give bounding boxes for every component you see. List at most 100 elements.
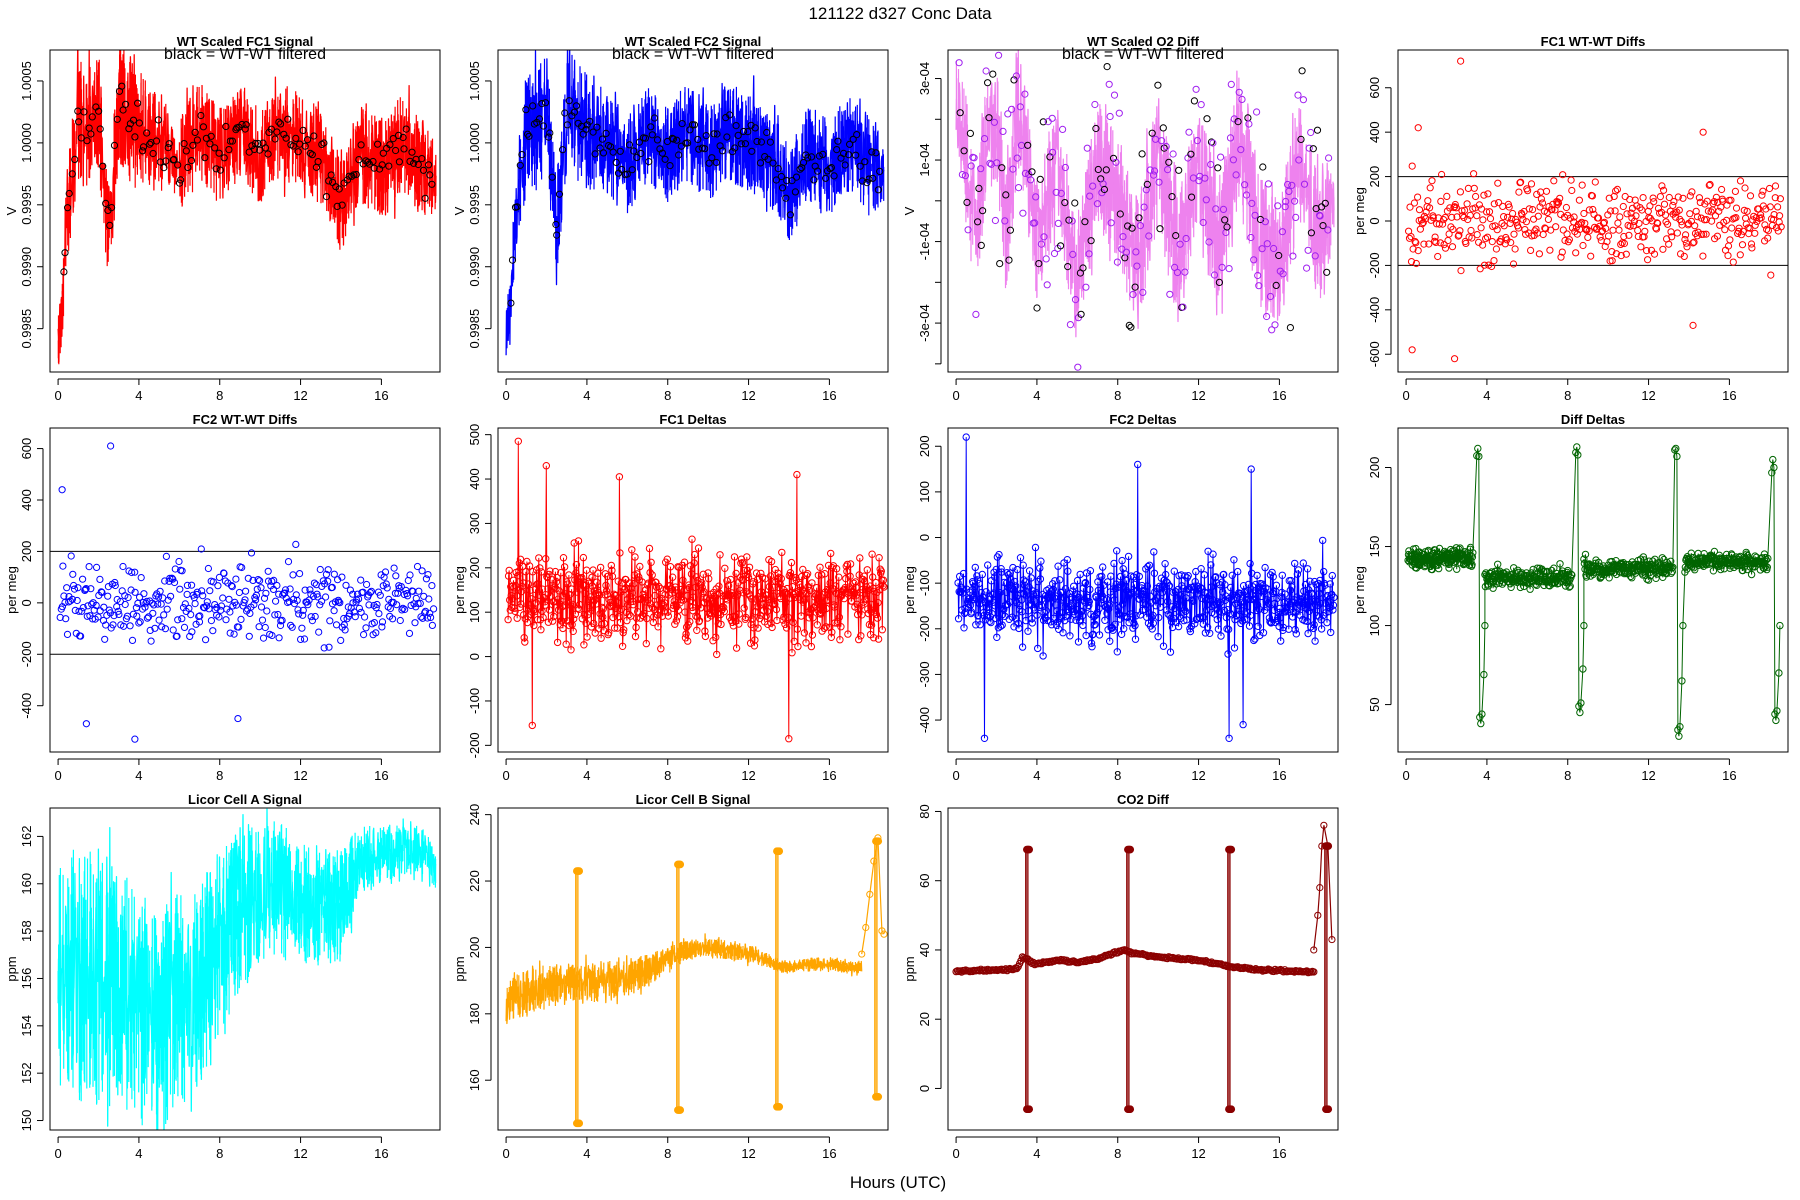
data-point: [1687, 549, 1696, 557]
data-point: [1246, 559, 1254, 568]
data-point: [1759, 187, 1767, 195]
data-point: [1136, 611, 1145, 619]
data-point: [1679, 194, 1687, 202]
y-tick-label: 200: [19, 541, 34, 563]
data-point: [1644, 256, 1652, 264]
data-point: [600, 626, 608, 635]
data-point: [1289, 252, 1297, 260]
data-point: [560, 563, 569, 571]
data-point: [1165, 158, 1173, 166]
data-point: [663, 555, 671, 563]
data-point: [1222, 592, 1230, 600]
data-point: [564, 580, 572, 588]
data-point: [1131, 635, 1140, 643]
data-point: [661, 155, 669, 163]
data-point: [261, 623, 269, 632]
data-point: [235, 588, 243, 597]
data-point: [998, 568, 1006, 576]
data-point: [1128, 224, 1136, 232]
data-point: [599, 149, 608, 157]
data-point: [1231, 600, 1240, 608]
data-point: [876, 167, 884, 175]
data-point: [1743, 550, 1751, 558]
data-point: [1533, 190, 1541, 198]
data-point: [1159, 642, 1168, 650]
plot-frame: [49, 807, 441, 1131]
data-point: [844, 630, 852, 638]
data-point: [1250, 595, 1259, 603]
data-point: [88, 600, 96, 608]
data-point: [645, 158, 653, 166]
data-point: [1263, 595, 1271, 604]
data-point: [1323, 591, 1332, 600]
data-point: [216, 166, 224, 174]
data-point: [785, 735, 793, 743]
data-point: [1272, 281, 1280, 289]
data-point: [207, 132, 215, 140]
data-point: [1736, 251, 1744, 259]
data-point: [78, 607, 86, 615]
data-point: [1438, 170, 1446, 179]
data-point: [1674, 193, 1682, 201]
data-point: [1311, 252, 1319, 260]
data-point: [579, 553, 588, 562]
data-point: [378, 618, 387, 626]
data-point: [1702, 216, 1711, 224]
data-point: [874, 599, 882, 607]
data-point: [164, 144, 172, 152]
data-point: [1770, 211, 1778, 219]
data-point: [1738, 241, 1747, 249]
x-tick-label: 4: [135, 1146, 142, 1161]
data-point: [204, 564, 212, 573]
data-point: [419, 166, 428, 174]
data-point: [999, 127, 1007, 135]
data-point: [961, 604, 969, 613]
data-point: [1491, 222, 1499, 230]
x-tick-label: 12: [741, 388, 755, 403]
data-point: [1242, 608, 1251, 616]
data-point: [326, 617, 334, 625]
data-point: [1300, 180, 1309, 188]
data-point: [880, 583, 888, 591]
data-point: [1177, 571, 1186, 579]
data-point: [529, 606, 538, 615]
data-point: [1013, 154, 1021, 162]
data-point: [393, 601, 401, 609]
data-point: [230, 630, 238, 638]
data-point: [870, 634, 878, 642]
data-point: [1653, 219, 1661, 227]
data-point: [557, 569, 565, 577]
data-point: [1281, 203, 1289, 211]
data-point: [517, 587, 526, 596]
data-point: [1182, 234, 1190, 243]
y-tick-label: -400: [19, 693, 34, 719]
data-point: [1636, 204, 1644, 212]
plot-area: [952, 821, 1336, 1114]
data-point: [539, 613, 547, 622]
data-point: [1480, 261, 1489, 269]
data-point: [1284, 598, 1293, 607]
data-point: [535, 554, 543, 562]
data-point: [513, 592, 521, 600]
data-point: [1217, 153, 1225, 161]
data-point: [1272, 581, 1281, 589]
data-point: [109, 621, 117, 629]
data-point: [1526, 585, 1534, 593]
plot-frame: [947, 807, 1339, 1131]
data-point: [630, 579, 638, 588]
data-point: [1186, 627, 1195, 636]
data-point: [672, 617, 681, 625]
data-point: [59, 562, 67, 570]
data-point: [1428, 177, 1436, 185]
data-point: [1189, 597, 1197, 605]
y-tick-label: 80: [917, 804, 932, 818]
y-tick-label: 400: [1367, 121, 1382, 143]
data-point: [1037, 557, 1045, 565]
data-point: [1313, 598, 1321, 606]
data-point: [1077, 310, 1085, 318]
data-point: [150, 601, 158, 609]
data-point: [959, 589, 967, 597]
plot-frame: [1397, 427, 1789, 753]
data-point: [1198, 594, 1206, 602]
